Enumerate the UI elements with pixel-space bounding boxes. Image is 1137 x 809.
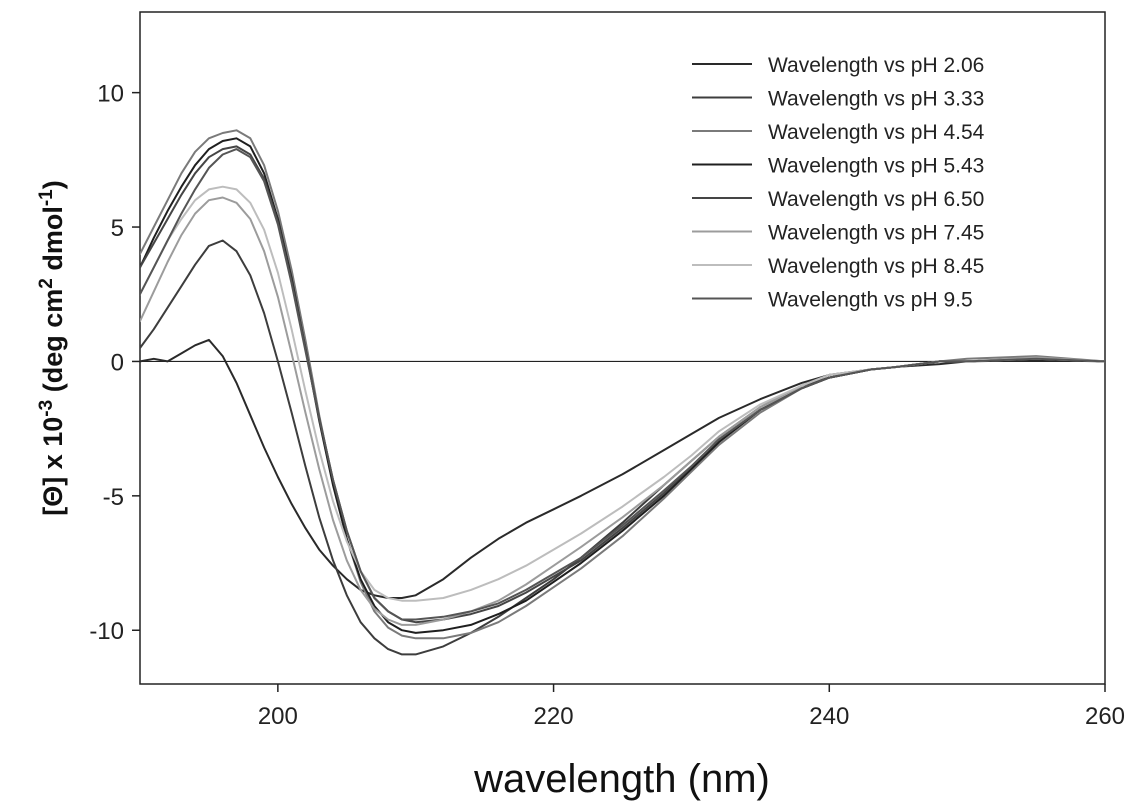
- legend-label: Wavelength vs pH 7.45: [768, 222, 984, 245]
- y-tick-label: -10: [89, 618, 124, 645]
- y-axis-title: [Θ] x 10-3 (deg cm2 dmol-1): [36, 180, 69, 515]
- y-tick-label: -5: [103, 484, 124, 511]
- y-axis-title-mid: (deg cm: [38, 289, 68, 400]
- y-axis-title-exp1: -3: [36, 400, 57, 417]
- series-line-8: [140, 148, 1105, 621]
- y-axis-title-mid2: dmol: [38, 206, 68, 278]
- legend-label: Wavelength vs pH 2.06: [768, 54, 984, 77]
- x-axis: 200 220 240 260: [258, 684, 1125, 730]
- legend: Wavelength vs pH 2.06 Wavelength vs pH 3.…: [692, 54, 985, 312]
- legend-label: Wavelength vs pH 3.33: [768, 88, 984, 111]
- legend-label: Wavelength vs pH 6.50: [768, 188, 984, 211]
- legend-label: Wavelength vs pH 5.43: [768, 155, 984, 178]
- legend-label: Wavelength vs pH 4.54: [768, 121, 985, 144]
- y-axis-title-exp2: 2: [36, 278, 57, 289]
- y-tick-label: 0: [111, 349, 124, 376]
- series-layer: [140, 129, 1105, 656]
- plot-frame: [139, 11, 1106, 685]
- y-axis-title-suffix: ): [38, 180, 68, 189]
- x-axis-title: wavelength (nm): [473, 757, 770, 801]
- x-tick-label: 240: [809, 703, 849, 730]
- legend-label: Wavelength vs pH 8.45: [768, 255, 984, 278]
- legend-label: Wavelength vs pH 9.5: [768, 289, 973, 312]
- y-axis-title-prefix: [Θ] x 10: [38, 417, 68, 516]
- y-axis: -10 -5 0 5 10: [89, 81, 140, 645]
- y-axis-title-exp3: -1: [36, 189, 57, 206]
- series-line-1: [140, 338, 1105, 599]
- series-line-2: [140, 239, 1105, 656]
- series-line-7: [140, 185, 1105, 602]
- x-tick-label: 200: [258, 703, 298, 730]
- y-tick-label: 10: [97, 81, 124, 108]
- x-tick-label: 260: [1085, 703, 1125, 730]
- x-tick-label: 220: [534, 703, 574, 730]
- y-tick-label: 5: [111, 215, 124, 242]
